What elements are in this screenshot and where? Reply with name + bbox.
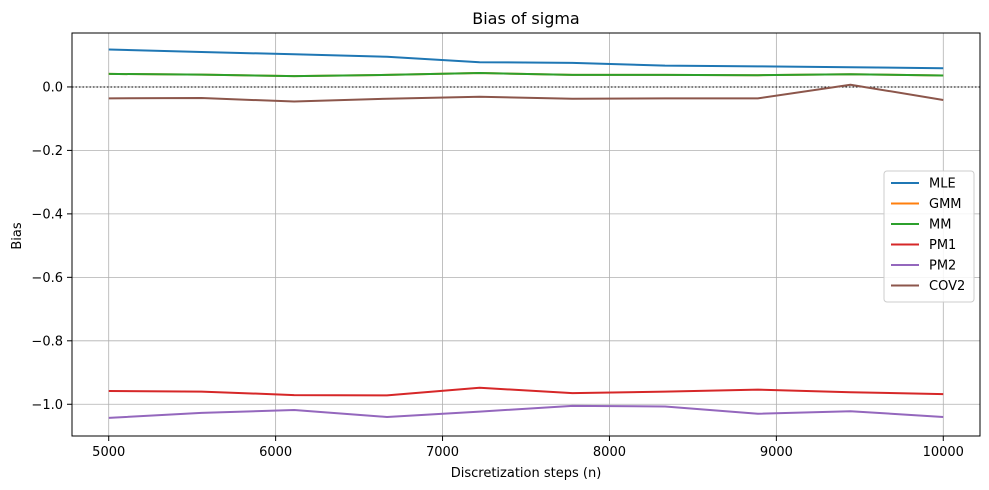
x-tick-label: 5000 <box>92 445 125 460</box>
x-tick-label: 10000 <box>923 445 964 460</box>
x-tick-label: 9000 <box>760 445 793 460</box>
legend-label-pm2: PM2 <box>929 259 956 274</box>
chart-title: Bias of sigma <box>472 9 579 28</box>
y-tick-label: −0.2 <box>31 144 63 159</box>
legend-label-mm: MM <box>929 218 951 233</box>
y-tick-label: −1.0 <box>31 398 63 413</box>
y-axis-ticks: 0.0 −0.2 −0.4 −0.6 −0.8 −1.0 <box>31 80 72 413</box>
legend: MLE GMM MM PM1 PM2 COV2 <box>883 170 975 303</box>
y-axis-title: Bias <box>10 222 25 249</box>
legend-label-cov2: COV2 <box>929 279 965 294</box>
series-line-pm2 <box>108 404 944 419</box>
series-line-mle <box>108 48 944 70</box>
legend-label-pm1: PM1 <box>929 238 956 253</box>
x-axis-ticks: 5000 6000 7000 8000 9000 10000 <box>92 436 964 460</box>
y-tick-label: −0.6 <box>31 271 63 286</box>
x-axis-title: Discretization steps (n) <box>451 466 602 481</box>
x-tick-label: 6000 <box>259 445 292 460</box>
x-tick-label: 7000 <box>426 445 459 460</box>
plot-frame <box>71 32 981 437</box>
series-line-pm1 <box>108 386 944 397</box>
series-line-mm <box>108 71 944 78</box>
y-tick-label: −0.8 <box>31 334 63 349</box>
series-lines <box>108 48 944 419</box>
y-tick-label: 0.0 <box>42 80 63 95</box>
legend-label-gmm: GMM <box>929 197 962 212</box>
legend-label-mle: MLE <box>929 177 956 192</box>
series-line-cov2 <box>108 83 944 103</box>
x-tick-label: 8000 <box>593 445 626 460</box>
y-tick-label: −0.4 <box>31 207 63 222</box>
